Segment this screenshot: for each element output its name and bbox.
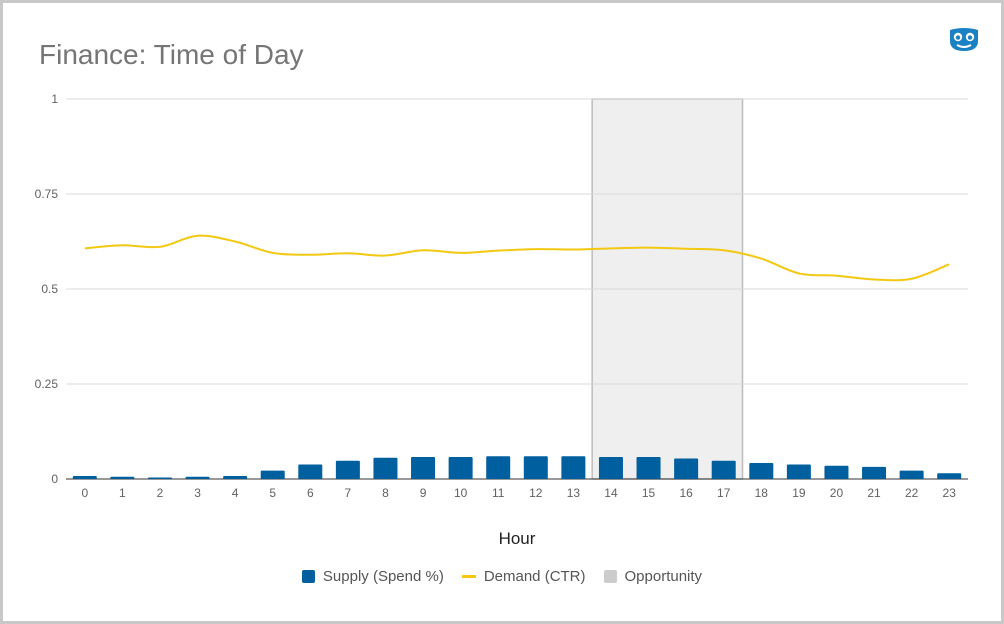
supply-bar (373, 457, 398, 479)
x-tick-label: 7 (345, 486, 352, 500)
supply-bar (260, 470, 285, 479)
y-tick-label: 0 (51, 472, 58, 486)
supply-bar (298, 464, 323, 479)
x-tick-label: 15 (642, 486, 656, 500)
x-tick-label: 21 (867, 486, 881, 500)
x-tick-label: 22 (905, 486, 919, 500)
supply-bar (110, 476, 135, 479)
x-tick-label: 8 (382, 486, 389, 500)
x-tick-label: 2 (157, 486, 164, 500)
supply-bar (786, 464, 811, 479)
chart-title: Finance: Time of Day (39, 39, 304, 70)
y-tick-label: 0.25 (35, 377, 59, 391)
demand-line (84, 234, 950, 282)
owl-logo-icon (950, 28, 978, 51)
supply-bar (749, 463, 774, 479)
x-tick-label: 13 (567, 486, 581, 500)
supply-bar (711, 460, 736, 479)
supply-bar (937, 473, 962, 479)
legend-swatch-demand (461, 575, 476, 578)
gridlines (66, 98, 968, 480)
x-tick-label: 3 (194, 486, 201, 500)
supply-bar (824, 465, 849, 479)
supply-bar (523, 456, 548, 479)
supply-bar (674, 458, 699, 479)
x-tick-label: 17 (717, 486, 731, 500)
legend-swatch-supply (301, 570, 315, 583)
x-tick-label: 9 (420, 486, 427, 500)
x-tick-label: 0 (81, 486, 88, 500)
supply-bar (636, 456, 661, 479)
y-tick-label: 1 (51, 92, 58, 106)
legend: Supply (Spend %) Demand (CTR) Opportunit… (0, 568, 1004, 585)
legend-item-supply[interactable]: Supply (Spend %) (301, 568, 444, 585)
supply-bar (598, 456, 623, 479)
legend-label-demand: Demand (CTR) (483, 568, 586, 585)
supply-bar (899, 470, 924, 479)
x-tick-label: 12 (529, 486, 543, 500)
x-tick-label: 1 (119, 486, 126, 500)
supply-bar (185, 476, 210, 479)
x-tick-label: 19 (792, 486, 806, 500)
demand-line-layer (84, 234, 950, 282)
supply-bar (561, 456, 586, 479)
supply-bar (335, 460, 360, 479)
supply-bar (72, 475, 97, 479)
legend-swatch-opportunity (603, 570, 617, 583)
y-tick-label: 0.5 (41, 282, 58, 296)
x-tick-label: 6 (307, 486, 314, 500)
y-tick-label: 0.75 (35, 187, 59, 201)
x-tick-label: 10 (454, 486, 468, 500)
legend-item-demand[interactable]: Demand (CTR) (461, 568, 586, 585)
legend-item-opportunity[interactable]: Opportunity (603, 568, 703, 585)
x-tick-label: 20 (830, 486, 844, 500)
supply-bar (411, 456, 436, 479)
supply-bar (862, 466, 887, 479)
supply-bars (72, 456, 962, 479)
supply-bar (448, 456, 473, 479)
x-axis-ticks: 0 1 2 3 4 5 6 7 8 9 10 11 12 13 14 15 16 17 18 19 20 21 22 23 (81, 486, 956, 500)
legend-label-opportunity: Opportunity (624, 568, 703, 585)
supply-bar (223, 475, 248, 479)
x-tick-label: 14 (604, 486, 618, 500)
x-tick-label: 11 (492, 486, 505, 500)
x-tick-label: 16 (679, 486, 693, 500)
x-tick-label: 4 (232, 486, 239, 500)
x-tick-label: 23 (943, 486, 957, 500)
x-axis-title: Hour (499, 529, 536, 548)
legend-label-supply: Supply (Spend %) (322, 568, 444, 585)
supply-bar (147, 477, 172, 479)
x-tick-label: 18 (755, 486, 769, 500)
supply-bar (486, 456, 511, 479)
y-axis-ticks: 0 0.25 0.5 0.75 1 (35, 92, 59, 486)
x-tick-label: 5 (269, 486, 276, 500)
